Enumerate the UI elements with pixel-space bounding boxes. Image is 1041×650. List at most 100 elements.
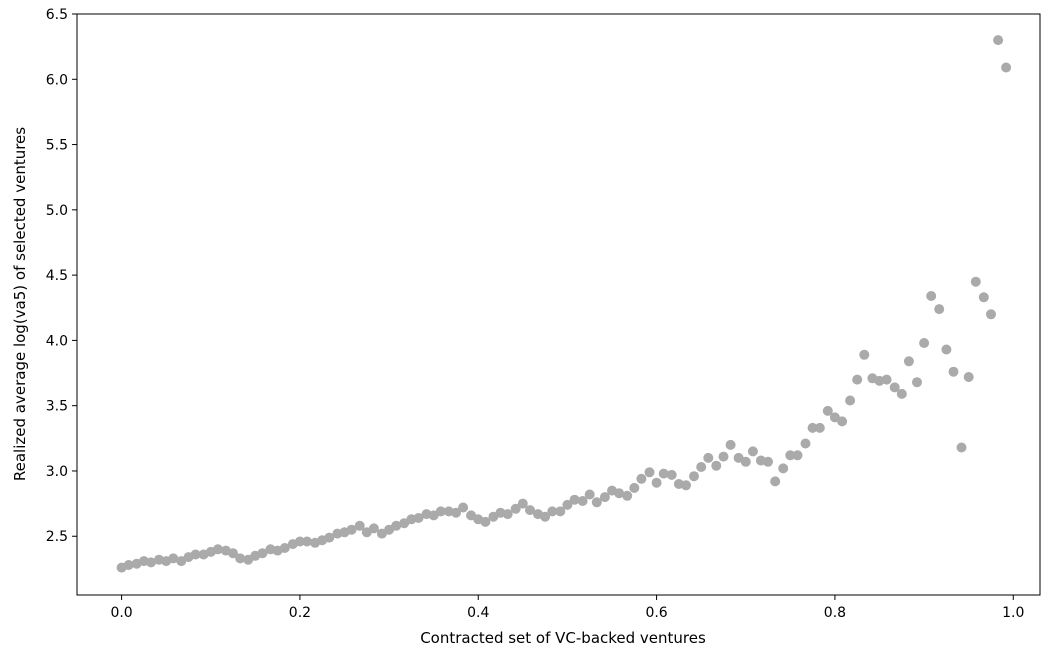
data-point: [889, 382, 900, 393]
y-axis-label: Realized average log(va5) of selected ve…: [11, 127, 29, 481]
data-point: [212, 544, 223, 555]
data-point: [718, 451, 729, 462]
data-point: [1001, 62, 1012, 73]
data-point: [792, 450, 803, 461]
y-tick-label: 4.0: [46, 333, 68, 349]
data-point: [279, 543, 290, 553]
data-point: [770, 476, 781, 487]
data-point: [651, 477, 662, 488]
y-tick-label: 6.5: [46, 7, 68, 23]
data-point: [294, 536, 305, 547]
data-point: [993, 35, 1004, 46]
data-point: [948, 366, 959, 377]
data-point: [978, 292, 989, 303]
data-point: [413, 513, 424, 523]
y-tick-label: 3.5: [46, 399, 68, 415]
data-point: [577, 496, 588, 506]
data-point: [666, 469, 677, 480]
x-tick-label: 0.2: [289, 605, 311, 621]
data-point: [711, 460, 722, 471]
data-point: [228, 548, 238, 559]
x-tick-label: 0.4: [467, 605, 489, 621]
data-point: [696, 462, 707, 472]
data-point: [941, 344, 952, 355]
x-tick-label: 0.6: [645, 605, 667, 621]
data-point: [689, 471, 699, 482]
data-point: [740, 456, 751, 467]
data-point: [146, 557, 156, 568]
y-tick-label: 4.5: [46, 268, 68, 284]
data-point: [845, 395, 856, 406]
data-point: [852, 374, 863, 385]
data-point: [934, 304, 945, 315]
data-point: [629, 482, 640, 493]
data-point: [540, 511, 551, 522]
plot-area: [76, 13, 1041, 596]
data-point: [480, 516, 491, 527]
data-point: [235, 553, 246, 564]
data-point: [807, 422, 818, 433]
data-point: [584, 489, 595, 500]
data-point: [881, 374, 892, 385]
data-point: [614, 488, 625, 499]
data-point: [257, 548, 268, 559]
data-point: [896, 388, 907, 399]
x-tick-label: 0.8: [824, 605, 846, 621]
data-point: [168, 553, 179, 564]
data-point: [785, 450, 796, 461]
data-point: [814, 422, 825, 433]
data-point: [502, 509, 513, 520]
data-point: [703, 452, 714, 463]
data-point: [302, 536, 312, 547]
data-point: [644, 467, 655, 478]
data-point: [636, 473, 647, 484]
data-point: [822, 405, 833, 416]
data-point: [562, 499, 573, 510]
data-point: [725, 439, 736, 450]
data-point: [912, 377, 922, 388]
data-point: [622, 490, 633, 501]
data-points: [116, 35, 1012, 573]
data-point: [963, 372, 974, 382]
data-point: [763, 456, 773, 467]
data-point: [919, 338, 930, 348]
y-tick-label: 6.0: [46, 72, 68, 88]
data-point: [903, 356, 914, 367]
data-point: [555, 506, 566, 517]
x-tick-label: 1.0: [1002, 605, 1024, 621]
x-axis-label: Contracted set of VC-backed ventures: [420, 629, 706, 647]
data-point: [591, 497, 602, 508]
y-tick-label: 5.5: [46, 138, 68, 154]
data-point: [778, 463, 789, 474]
y-tick-label: 2.5: [46, 529, 68, 545]
data-point: [368, 523, 379, 534]
data-point: [391, 520, 402, 531]
x-axis-ticks: 0.0 0.2 0.4 0.6 0.8 1.0: [110, 595, 1024, 621]
x-tick-label: 0.0: [110, 605, 132, 621]
y-tick-label: 3.0: [46, 464, 68, 480]
data-point: [658, 468, 669, 479]
data-point: [859, 349, 870, 360]
data-point: [956, 442, 967, 453]
data-point: [986, 309, 996, 320]
data-point: [458, 502, 469, 513]
data-point: [451, 507, 461, 518]
data-point: [324, 532, 335, 543]
data-point: [569, 494, 580, 505]
data-point: [123, 560, 134, 570]
data-point: [190, 549, 201, 560]
data-point: [970, 276, 981, 287]
data-point: [599, 492, 610, 503]
data-point: [747, 446, 758, 457]
data-point: [525, 505, 535, 516]
data-point: [547, 506, 558, 517]
y-tick-label: 5.0: [46, 203, 68, 219]
data-point: [926, 291, 937, 301]
data-point: [435, 506, 446, 517]
data-point: [517, 498, 528, 509]
y-axis-ticks: 2.5 3.0 3.5 4.0 4.5 5.0 5.5 6.0 6.5: [46, 7, 77, 545]
data-point: [681, 480, 691, 491]
data-point: [510, 503, 521, 514]
data-point: [800, 438, 811, 449]
